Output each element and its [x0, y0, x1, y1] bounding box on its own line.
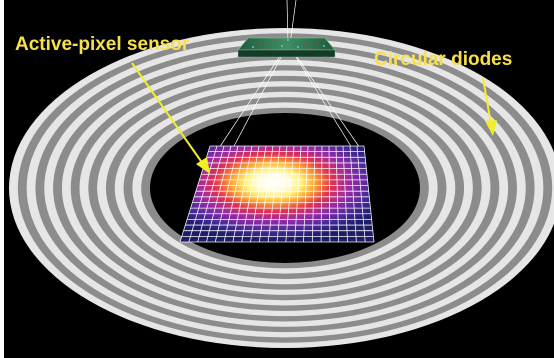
- grid-column-line: [241, 145, 260, 243]
- grid-column-line: [206, 145, 232, 243]
- diagram-panel: Active-pixel sensor Circular diodes: [4, 0, 554, 358]
- optics-chip: [237, 37, 336, 58]
- grid-column-line: [363, 145, 375, 243]
- detector-diagram: [9, 0, 554, 348]
- label-active-pixel-sensor: Active-pixel sensor: [15, 34, 190, 55]
- grid-column-line: [335, 145, 340, 243]
- grid-column-line: [342, 145, 348, 243]
- grid-column-line: [188, 145, 218, 243]
- grid-column-line: [232, 145, 253, 243]
- grid-column-line: [223, 145, 246, 243]
- grid-column-line: [276, 145, 288, 243]
- grid-column-line: [250, 145, 267, 243]
- grid-column-line: [197, 145, 225, 243]
- pixel-grid: [179, 145, 375, 243]
- grid-column-line: [303, 145, 309, 243]
- grid-column-line: [311, 145, 316, 243]
- grid-column-line: [267, 145, 281, 243]
- active-pixel-sensor: [179, 145, 375, 243]
- grid-column-line: [214, 145, 239, 243]
- grid-column-line: [320, 145, 323, 243]
- grid-column-line: [285, 145, 295, 243]
- grid-column-line: [356, 145, 366, 243]
- grid-column-line: [258, 145, 274, 243]
- arrow-circular-diodes: [482, 77, 497, 136]
- light-cone: [218, 0, 361, 149]
- grid-column-line: [349, 145, 357, 243]
- arrow-active-pixel-sensor: [131, 62, 210, 174]
- label-circular-diodes: Circular diodes: [374, 49, 513, 70]
- grid-column-line: [294, 145, 302, 243]
- grid-column-line: [328, 145, 331, 243]
